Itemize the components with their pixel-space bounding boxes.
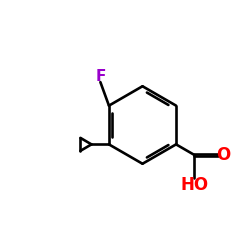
Text: HO: HO [180, 176, 208, 194]
Text: O: O [216, 146, 231, 164]
Text: F: F [95, 69, 106, 84]
